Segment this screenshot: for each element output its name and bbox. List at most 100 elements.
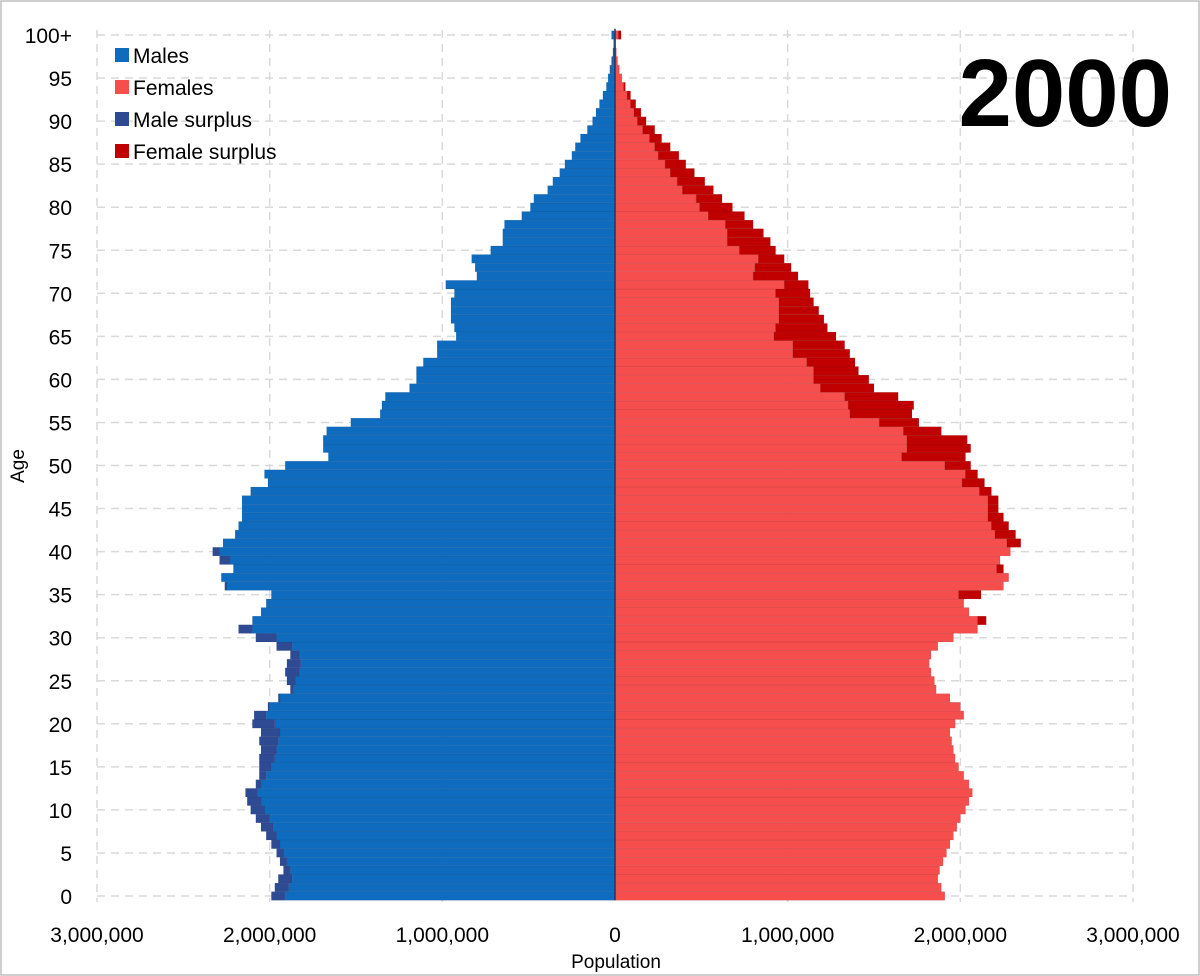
bar-female-age-14 — [614, 770, 965, 781]
bar-female-age-67 — [614, 314, 780, 324]
bar-male-age-46 — [241, 495, 616, 505]
bar-female-surplus-age-46 — [987, 495, 999, 505]
bar-female-age-26 — [614, 667, 932, 677]
bar-male-age-59 — [409, 383, 616, 393]
bar-male-surplus-age-3 — [283, 865, 291, 875]
bar-male-age-45 — [241, 503, 616, 514]
bar-male-age-12 — [257, 788, 616, 798]
bar-male-surplus-age-36 — [224, 581, 227, 591]
bar-male-age-7 — [276, 831, 616, 841]
bar-female-age-40 — [614, 547, 1011, 557]
bar-male-age-30 — [276, 633, 616, 643]
x-tick-label-4: 1,000,000 — [741, 924, 834, 947]
bar-male-age-79 — [521, 211, 616, 221]
bar-female-surplus-age-62 — [806, 357, 856, 367]
bar-female-age-34 — [614, 598, 965, 608]
bar-male-age-76 — [502, 237, 616, 247]
bar-male-age-78 — [504, 219, 616, 229]
bar-male-surplus-age-26 — [284, 667, 300, 677]
bar-male-age-52 — [322, 443, 616, 453]
bar-male-age-50 — [284, 460, 616, 471]
bar-male-age-67 — [450, 314, 616, 324]
bar-male-age-85 — [564, 159, 616, 169]
bar-female-age-71 — [614, 280, 785, 290]
bar-female-surplus-age-54 — [903, 426, 942, 436]
bar-male-age-42 — [234, 529, 616, 539]
x-tick-label-5: 2,000,000 — [914, 924, 1007, 947]
bar-female-surplus-age-71 — [783, 280, 809, 290]
bar-male-age-74 — [471, 254, 616, 264]
y-tick-label-0: 0 — [60, 886, 72, 909]
bar-male-age-60 — [416, 374, 616, 384]
bar-female-age-19 — [614, 727, 951, 737]
bar-male-age-21 — [265, 710, 616, 720]
bar-female-surplus-age-66 — [775, 323, 828, 333]
bar-female-age-6 — [614, 839, 951, 849]
bar-male-surplus-age-39 — [219, 555, 231, 565]
bar-female-surplus-age-94 — [623, 82, 626, 92]
bar-female-age-57 — [614, 400, 849, 410]
bar-female-surplus-age-78 — [725, 219, 754, 229]
bar-female-surplus-age-52 — [906, 443, 971, 453]
bar-female-surplus-age-82 — [682, 185, 714, 195]
bar-female-age-45 — [614, 503, 989, 514]
bar-female-surplus-age-93 — [626, 90, 631, 100]
bar-male-surplus-age-6 — [271, 839, 281, 849]
bar-female-age-88 — [614, 133, 650, 143]
bar-female-age-78 — [614, 219, 726, 229]
bar-female-surplus-age-38 — [996, 564, 1004, 574]
bar-female-surplus-age-51 — [901, 452, 966, 462]
bar-female-age-86 — [614, 150, 659, 161]
bar-female-age-79 — [614, 211, 709, 221]
bar-female-age-65 — [614, 331, 775, 341]
y-tick-label-2: 10 — [49, 800, 72, 823]
bar-male-surplus-age-4 — [279, 857, 288, 867]
bar-male-age-43 — [238, 521, 616, 531]
bar-male-age-39 — [229, 555, 616, 565]
bar-female-surplus-age-45 — [987, 503, 999, 514]
x-tick-label-0: 3,000,000 — [50, 924, 143, 947]
bar-female-surplus-age-50 — [944, 460, 971, 471]
bar-female-age-11 — [614, 796, 970, 806]
bar-female-age-61 — [614, 366, 814, 376]
bar-female-age-4 — [614, 857, 944, 867]
bar-male-age-80 — [530, 202, 616, 212]
bar-female-age-69 — [614, 297, 780, 307]
bar-female-surplus-age-42 — [994, 529, 1016, 539]
bar-male-age-87 — [575, 142, 616, 152]
bar-male-surplus-age-98 — [612, 47, 614, 57]
bar-female-age-52 — [614, 443, 908, 453]
bar-female-age-48 — [614, 478, 963, 488]
bar-male-age-58 — [385, 392, 616, 402]
bar-female-age-85 — [614, 159, 666, 169]
bar-female-surplus-age-92 — [630, 99, 636, 109]
bar-male-surplus-age-9 — [255, 813, 270, 824]
bar-female-age-27 — [614, 658, 930, 669]
bar-female-age-80 — [614, 202, 700, 212]
chart-title-year: 2000 — [958, 40, 1172, 147]
bar-male-age-33 — [260, 607, 616, 617]
bar-female-age-16 — [614, 753, 956, 763]
bar-female-age-83 — [614, 176, 678, 186]
bar-female-age-8 — [614, 822, 958, 832]
bar-male-surplus-age-13 — [255, 779, 262, 789]
bar-female-age-90 — [614, 116, 638, 126]
y-tick-label-4: 20 — [49, 714, 72, 737]
bar-female-surplus-age-74 — [758, 254, 785, 264]
bar-female-age-21 — [614, 710, 965, 720]
x-tick-label-2: 1,000,000 — [396, 924, 489, 947]
bar-female-surplus-age-68 — [778, 305, 819, 316]
bar-female-age-60 — [614, 374, 814, 384]
legend-swatch-0 — [115, 48, 129, 62]
bar-female-age-12 — [614, 788, 973, 798]
y-tick-label-7: 35 — [49, 585, 72, 608]
bars — [212, 30, 1022, 901]
bar-male-age-55 — [350, 417, 616, 428]
bar-female-surplus-age-76 — [726, 237, 771, 247]
bar-male-age-37 — [221, 572, 616, 582]
bar-male-age-27 — [300, 658, 616, 669]
bar-female-surplus-age-70 — [775, 288, 811, 298]
bar-male-age-44 — [241, 512, 616, 522]
bar-male-surplus-age-25 — [286, 676, 296, 686]
bar-male-age-16 — [274, 753, 616, 763]
